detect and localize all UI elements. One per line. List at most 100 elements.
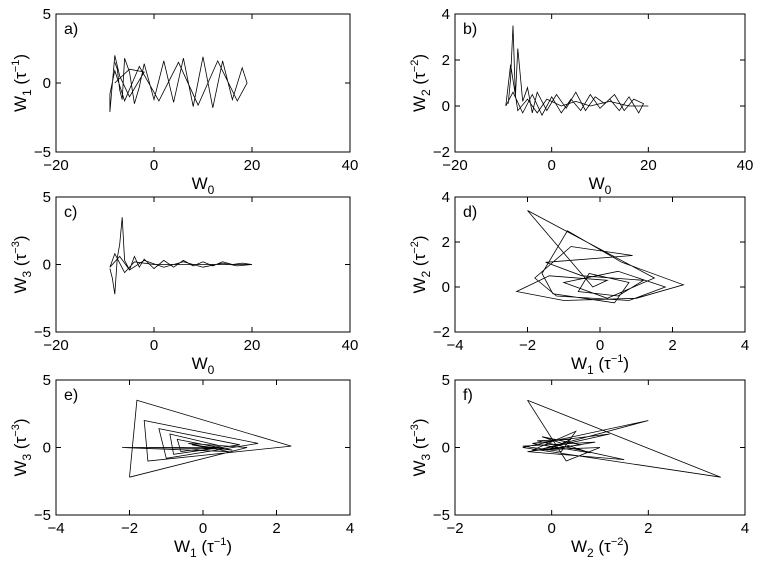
x-axis-label-d-unit: τ — [604, 354, 611, 373]
y-axis-label-f-paren-close: ) — [410, 418, 429, 424]
y-axis-label-d-sub: 2 — [419, 270, 433, 277]
x-axis-label-e-paren-open: ( — [197, 537, 208, 556]
y-axis-label-e-unit: τ — [11, 436, 30, 443]
x-axis-label-e-unit: τ — [207, 537, 214, 556]
x-axis-label-c: W0 — [192, 354, 215, 377]
y-axis-label-b-paren-open: ( — [410, 79, 429, 90]
x-tick-label-b: 40 — [737, 157, 754, 174]
x-tick-label-a: 20 — [244, 157, 261, 174]
plot-frame-b — [454, 13, 746, 153]
x-axis-label-d-paren-close: ) — [623, 354, 629, 373]
panel-label-f: f) — [463, 387, 473, 404]
x-tick-label-f: 0 — [547, 520, 555, 537]
y-axis-label-e-sub: 3 — [20, 453, 34, 460]
y-tick-label-d: −2 — [433, 324, 450, 341]
x-axis-label-a-sub: 0 — [208, 183, 215, 197]
y-axis-label-b-sub: 2 — [419, 89, 433, 96]
x-axis-label-f-exp: −2 — [611, 536, 624, 548]
y-axis-label-a: W1 (τ−1) — [10, 54, 34, 112]
y-axis-label-a-exp: −1 — [10, 60, 22, 73]
y-axis-label-b-unit: τ — [410, 72, 429, 79]
panel-label-a: a) — [64, 21, 78, 38]
x-tick-label-f: 2 — [644, 520, 652, 537]
y-tick-label-f: 5 — [442, 372, 450, 389]
y-tick-label-e: −5 — [34, 507, 51, 524]
y-axis-label-b-paren-close: ) — [410, 54, 429, 60]
x-axis-label-f-paren-close: ) — [623, 537, 629, 556]
trajectory-line-b — [505, 25, 649, 117]
y-axis-label-d-base: W — [410, 277, 429, 293]
x-tick-label-b: 0 — [547, 157, 555, 174]
y-axis-label-e-exp: −3 — [10, 424, 22, 437]
x-axis-label-f: W2 (τ−2) — [571, 536, 629, 560]
y-tick-label-b: −2 — [433, 144, 450, 161]
y-axis-label-c: W3 (τ−3) — [10, 235, 34, 293]
x-axis-label-f-paren-open: ( — [594, 537, 605, 556]
y-tick-label-b: 4 — [442, 6, 450, 23]
x-axis-label-a-base: W — [192, 174, 208, 193]
y-tick-label-c: −5 — [34, 324, 51, 341]
y-tick-label-e: 5 — [43, 372, 51, 389]
y-axis-label-c-sub: 3 — [20, 270, 34, 277]
x-tick-label-a: −20 — [43, 157, 68, 174]
y-tick-label-f: 0 — [442, 440, 450, 457]
y-tick-label-f: −5 — [433, 507, 450, 524]
y-tick-label-d: 0 — [442, 279, 450, 296]
x-tick-label-a: 40 — [342, 157, 359, 174]
y-axis-label-f-base: W — [410, 460, 429, 476]
x-tick-label-d: −4 — [446, 337, 463, 354]
x-tick-label-c: 0 — [150, 337, 158, 354]
x-tick-label-e: −2 — [121, 520, 138, 537]
x-tick-label-b: 20 — [640, 157, 657, 174]
y-tick-label-a: 0 — [43, 75, 51, 92]
y-axis-label-b-exp: −2 — [409, 60, 421, 73]
y-tick-label-b: 2 — [442, 52, 450, 69]
y-axis-label-a-sub: 1 — [20, 89, 34, 96]
trajectory-line-f — [522, 399, 721, 478]
y-tick-label-b: 0 — [442, 98, 450, 115]
y-axis-label-c-paren-close: ) — [11, 235, 30, 241]
y-tick-label-c: 5 — [43, 189, 51, 206]
x-axis-label-e-sub: 1 — [190, 546, 197, 560]
y-axis-label-c-exp: −3 — [10, 241, 22, 254]
trajectory-line-c — [109, 217, 253, 295]
y-tick-label-d: 2 — [442, 234, 450, 251]
y-axis-label-d-paren-close: ) — [410, 235, 429, 241]
x-axis-label-e-paren-close: ) — [226, 537, 232, 556]
y-axis-label-a-paren-close: ) — [11, 54, 30, 60]
x-tick-label-d: 2 — [668, 337, 676, 354]
y-axis-label-d-unit: τ — [410, 253, 429, 260]
y-axis-label-e-base: W — [11, 460, 30, 476]
x-tick-label-d: 0 — [596, 337, 604, 354]
y-axis-label-b-base: W — [410, 96, 429, 112]
y-axis-label-c-paren-open: ( — [11, 260, 30, 271]
x-axis-label-d-exp: −1 — [611, 353, 624, 365]
x-tick-label-e: 4 — [346, 520, 354, 537]
y-axis-label-a-unit: τ — [11, 72, 30, 79]
panel-label-c: c) — [64, 204, 77, 221]
y-tick-label-a: −5 — [34, 144, 51, 161]
x-axis-label-d-sub: 1 — [587, 363, 594, 377]
x-tick-label-f: −2 — [446, 520, 463, 537]
x-axis-label-d: W1 (τ−1) — [571, 353, 629, 377]
y-axis-label-b: W2 (τ−2) — [409, 54, 433, 112]
x-axis-label-e: W1 (τ−1) — [174, 536, 232, 560]
y-axis-label-e-paren-open: ( — [11, 443, 30, 454]
x-axis-label-b: W0 — [589, 174, 612, 197]
y-tick-label-c: 0 — [43, 257, 51, 274]
x-axis-label-b-base: W — [589, 174, 605, 193]
x-axis-label-f-sub: 2 — [587, 546, 594, 560]
panel-label-b: b) — [463, 21, 477, 38]
y-axis-label-f: W3 (τ−3) — [409, 418, 433, 476]
y-axis-label-f-sub: 3 — [419, 453, 433, 460]
trajectory-line-d — [515, 210, 685, 304]
x-axis-label-e-exp: −1 — [214, 536, 227, 548]
x-axis-label-f-unit: τ — [604, 537, 611, 556]
x-axis-label-c-sub: 0 — [208, 363, 215, 377]
y-axis-label-a-paren-open: ( — [11, 79, 30, 90]
